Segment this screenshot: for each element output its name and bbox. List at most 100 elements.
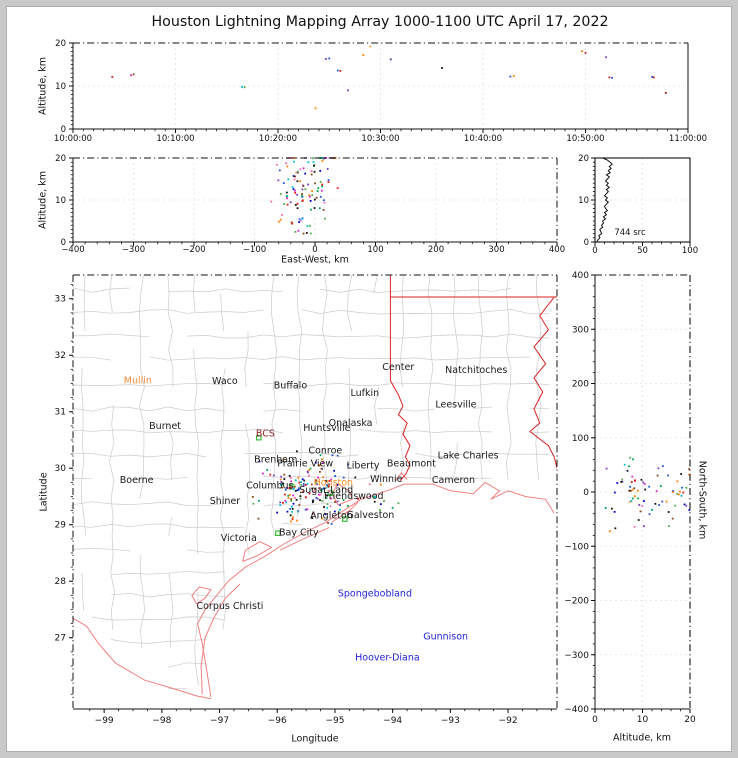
panel-map (73, 275, 557, 700)
city-label: Hoover-Diana (355, 652, 420, 663)
tick-label: 0 (592, 715, 598, 725)
tick-label: 10:30:00 (361, 134, 399, 144)
tick-label: −100 (564, 542, 589, 552)
tick-label: 0 (583, 488, 589, 498)
city-label: Sugar Land (299, 485, 353, 496)
tick-label: 27 (55, 634, 66, 644)
tick-label: 32 (55, 351, 66, 361)
tick-label: −97 (210, 716, 229, 726)
map-ylabel: Latitude (38, 472, 50, 512)
tick-label: 11:00:00 (669, 134, 707, 144)
city-label: Friendswood (324, 491, 384, 502)
city-label: Prairie View (277, 459, 333, 470)
tick-label: 400 (549, 245, 565, 255)
tick-label: 10:10:00 (156, 134, 194, 144)
lma-station-marker (275, 530, 281, 536)
city-label: Brenham (254, 455, 297, 466)
tick-label: 200 (572, 380, 589, 390)
city-label: Cameron (432, 475, 475, 486)
tick-label: −200 (564, 597, 589, 607)
city-label: Bay City (279, 528, 319, 539)
tick-label: 10:00:00 (54, 134, 92, 144)
tick-label: −400 (564, 705, 589, 715)
panel-ns-height: 0 10 20 400 300 200 100 0 −100 −200 −300 −400 (564, 271, 696, 725)
tick-label: 20 (55, 154, 66, 164)
city-label: BCS (256, 429, 275, 440)
tick-label: 20 (578, 154, 589, 164)
city-label: Spongebobland (338, 589, 412, 600)
city-label: Columbus (246, 481, 293, 492)
lma-station-marker (256, 434, 262, 441)
county-lines (73, 275, 550, 690)
panel2-xlabel: East-West, km (281, 254, 349, 266)
tick-label: −400 (61, 245, 84, 255)
tick-label: 10 (55, 196, 66, 206)
city-label: Natchitoches (445, 365, 507, 376)
tick-label: 10:50:00 (566, 134, 604, 144)
city-label: Victoria (221, 533, 257, 544)
tick-label: −95 (325, 716, 344, 726)
tick-label: −100 (243, 245, 266, 255)
city-label: Lake Charles (438, 451, 499, 462)
tick-label: 300 (488, 245, 504, 255)
tick-label: 33 (55, 295, 66, 305)
city-label: Center (382, 362, 414, 373)
city-label: Conroe (308, 446, 342, 457)
tick-label: 10:20:00 (259, 134, 297, 144)
tick-label: 10 (637, 715, 649, 725)
tick-label: 0 (312, 245, 317, 255)
tick-label: −94 (383, 716, 402, 726)
tick-label: 0 (584, 238, 589, 248)
city-label: Houston (314, 477, 353, 488)
tick-label: 28 (55, 577, 67, 587)
figure-title: Houston Lightning Mapping Array 1000-110… (151, 14, 609, 30)
city-label: Waco (212, 376, 238, 387)
tick-label: −300 (122, 245, 145, 255)
city-label: Corpus Christi (196, 601, 263, 612)
tick-label: 20 (55, 39, 66, 49)
city-label: Beaumont (387, 459, 436, 470)
tick-label: 100 (367, 245, 383, 255)
city-label: Galveston (346, 510, 394, 521)
histogram-annotation: 744 src (614, 228, 646, 238)
ns-panel-xlabel: Altitude, km (613, 732, 671, 744)
tick-label: 400 (572, 271, 589, 281)
panel-source-histogram: 0 50 100 0 10 20 (578, 154, 698, 256)
lma-station-marker (327, 490, 334, 496)
tick-label: 100 (572, 434, 589, 444)
map-frame: −99 −98 −97 −96 −95 −94 −93 −92 27 28 29 30 31 32 33 (55, 274, 558, 726)
map-xlabel: Longitude (291, 733, 339, 745)
tick-label: −92 (499, 716, 518, 726)
tick-label: 300 (572, 325, 589, 335)
city-label: Angleton (310, 511, 353, 522)
tick-label: −98 (152, 716, 171, 726)
tick-label: −200 (182, 245, 205, 255)
city-label: Shiner (210, 496, 241, 507)
panel-time-height: 10:00:00 10:10:00 10:20:00 10:30:00 10:40:00… (54, 39, 707, 144)
tick-label: 50 (637, 246, 648, 256)
tick-label: −99 (95, 716, 114, 726)
city-label: Mullin (124, 376, 152, 387)
panel2-ylabel: Altitude, km (37, 171, 49, 229)
tick-label: 10 (578, 196, 589, 206)
tick-label: 100 (682, 246, 698, 256)
tick-label: 10 (55, 82, 66, 92)
tick-label: −96 (268, 716, 287, 726)
city-label: Onalaska (329, 418, 373, 429)
tick-label: 31 (55, 408, 66, 418)
tick-label: 30 (55, 464, 67, 474)
panel1-ylabel: Altitude, km (37, 57, 49, 115)
city-label: Liberty (346, 460, 379, 471)
city-label: Burnet (149, 421, 181, 432)
tick-label: 200 (428, 245, 444, 255)
tick-label: 0 (61, 125, 66, 135)
lma-station-marker (342, 516, 348, 522)
city-label: Boerne (120, 475, 154, 486)
city-label: Leesville (435, 399, 476, 410)
ns-panel-ylabel-right: North-South, km (696, 460, 708, 540)
tick-label: 10:40:00 (464, 134, 502, 144)
panel-ew-height: −400 −300 −200 −100 0 100 200 300 400 0 10 20 (55, 154, 565, 255)
city-label: Buffalo (274, 381, 308, 392)
